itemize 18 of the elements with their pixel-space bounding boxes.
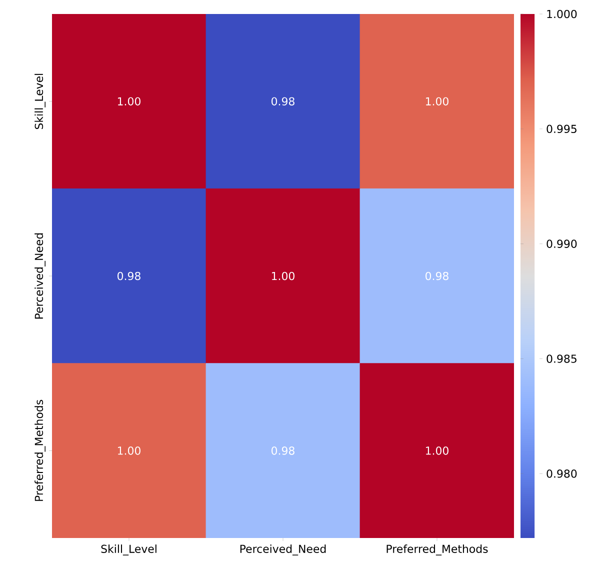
data-label: 0.98 xyxy=(118,272,140,280)
data-label: 1.00 xyxy=(118,446,140,455)
x-tick-label: Preferred_Methods xyxy=(386,544,488,556)
data-label: 0.98 xyxy=(426,272,448,280)
y-tick-label: Skill_Level xyxy=(34,74,46,130)
color-bar-label: 0.985 xyxy=(546,354,576,363)
x-tick-label: Skill_Level xyxy=(101,544,156,556)
data-label: 1.00 xyxy=(272,272,294,280)
data-label: 1.00 xyxy=(426,446,448,455)
x-tick-label: Perceived_Need xyxy=(240,544,326,556)
color-bar-label: 0.995 xyxy=(546,124,576,134)
y-tick-label: Perceived_Need xyxy=(34,233,46,319)
color-bar-label: 0.980 xyxy=(546,470,577,478)
color-bar-label: 0.990 xyxy=(546,240,577,248)
data-label: 1.00 xyxy=(118,97,140,106)
data-label: 0.98 xyxy=(272,97,294,106)
data-label: 0.98 xyxy=(272,446,294,455)
color-bar-label: 1.000 xyxy=(547,10,577,18)
